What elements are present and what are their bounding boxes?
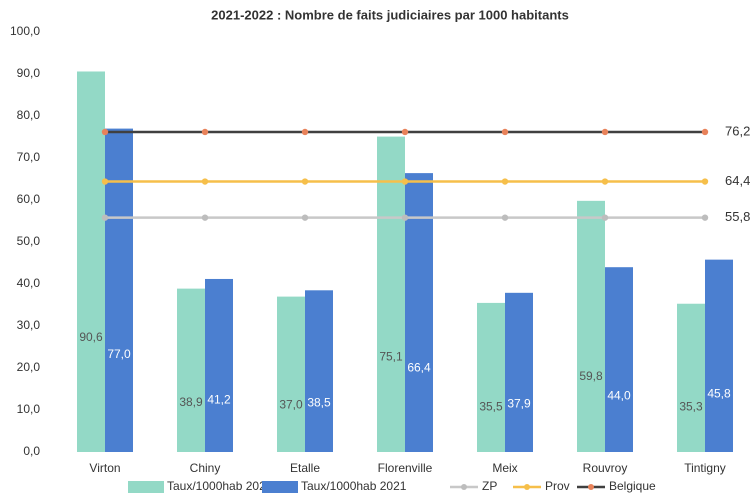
line-marker xyxy=(301,178,309,185)
line-marker xyxy=(601,128,609,136)
bar-value-label: 37,9 xyxy=(507,396,531,410)
y-tick-label: 10,0 xyxy=(17,402,41,416)
line-marker xyxy=(401,178,409,185)
line-marker xyxy=(501,214,509,221)
bar xyxy=(205,278,233,452)
bar xyxy=(505,292,533,452)
y-tick-label: 90,0 xyxy=(17,66,41,80)
bar-value-label: 38,9 xyxy=(179,395,203,409)
bar xyxy=(405,173,433,452)
bar xyxy=(377,136,405,452)
legend-swatch xyxy=(128,481,164,493)
y-tick-label: 20,0 xyxy=(17,360,41,374)
bar xyxy=(77,71,105,452)
bar xyxy=(577,200,605,452)
bar-value-label: 90,6 xyxy=(79,330,103,344)
line-value-label: 55,8 xyxy=(725,209,750,224)
bar xyxy=(705,259,733,452)
bar-value-label: 35,3 xyxy=(679,400,703,414)
x-tick-label: Rouvroy xyxy=(583,461,628,475)
bar-value-label: 41,2 xyxy=(207,392,231,406)
legend-label: Prov xyxy=(545,479,570,493)
y-tick-label: 80,0 xyxy=(17,108,41,122)
line-marker xyxy=(401,128,409,136)
line-marker xyxy=(101,214,109,221)
bar-value-label: 66,4 xyxy=(407,361,431,375)
y-tick-label: 40,0 xyxy=(17,276,41,290)
legend-label: Belgique xyxy=(609,479,656,493)
line-marker xyxy=(301,214,309,221)
y-tick-label: 0,0 xyxy=(23,444,40,458)
y-tick-label: 70,0 xyxy=(17,150,41,164)
legend-label: Taux/1000hab 2021 xyxy=(301,479,407,493)
y-tick-label: 60,0 xyxy=(17,192,41,206)
bar-value-label: 77,0 xyxy=(107,347,131,361)
x-tick-label: Tintigny xyxy=(684,461,726,475)
bar-value-label: 38,5 xyxy=(307,396,331,410)
bar xyxy=(277,296,305,452)
legend-label: ZP xyxy=(482,479,497,493)
x-tick-label: Virton xyxy=(89,461,120,475)
legend-marker xyxy=(524,484,530,490)
y-tick-label: 50,0 xyxy=(17,234,41,248)
bar xyxy=(177,288,205,452)
legend-marker xyxy=(588,484,594,490)
bar-value-label: 59,8 xyxy=(579,369,603,383)
legend-marker xyxy=(461,484,467,490)
bar-value-label: 37,0 xyxy=(279,398,303,412)
line-marker xyxy=(201,178,209,185)
x-tick-label: Meix xyxy=(492,461,517,475)
chart-title: 2021-2022 : Nombre de faits judiciaires … xyxy=(211,7,569,22)
bar-value-label: 44,0 xyxy=(607,389,631,403)
line-marker xyxy=(401,214,409,221)
legend-label: Taux/1000hab 2022 xyxy=(167,479,273,493)
line-marker xyxy=(701,128,709,136)
line-marker xyxy=(701,178,709,185)
line-value-label: 64,4 xyxy=(725,173,750,188)
bar xyxy=(677,303,705,452)
legend-swatch xyxy=(262,481,298,493)
line-marker xyxy=(701,214,709,221)
line-marker xyxy=(101,128,109,136)
bar xyxy=(105,128,133,452)
bar xyxy=(605,267,633,452)
line-marker xyxy=(301,128,309,136)
bar-value-label: 45,8 xyxy=(707,386,731,400)
line-marker xyxy=(601,178,609,185)
y-tick-label: 30,0 xyxy=(17,318,41,332)
line-value-label: 76,2 xyxy=(725,123,750,138)
x-tick-label: Florenville xyxy=(378,461,433,475)
y-tick-label: 100,0 xyxy=(10,24,40,38)
x-tick-label: Chiny xyxy=(190,461,221,475)
line-marker xyxy=(101,178,109,185)
bar xyxy=(477,302,505,452)
line-marker xyxy=(201,128,209,136)
line-marker xyxy=(501,128,509,136)
bar xyxy=(305,290,333,452)
bar-value-label: 75,1 xyxy=(379,350,403,364)
line-marker xyxy=(501,178,509,185)
bar-value-label: 35,5 xyxy=(479,399,503,413)
line-marker xyxy=(601,214,609,221)
line-marker xyxy=(201,214,209,221)
x-tick-label: Etalle xyxy=(290,461,320,475)
